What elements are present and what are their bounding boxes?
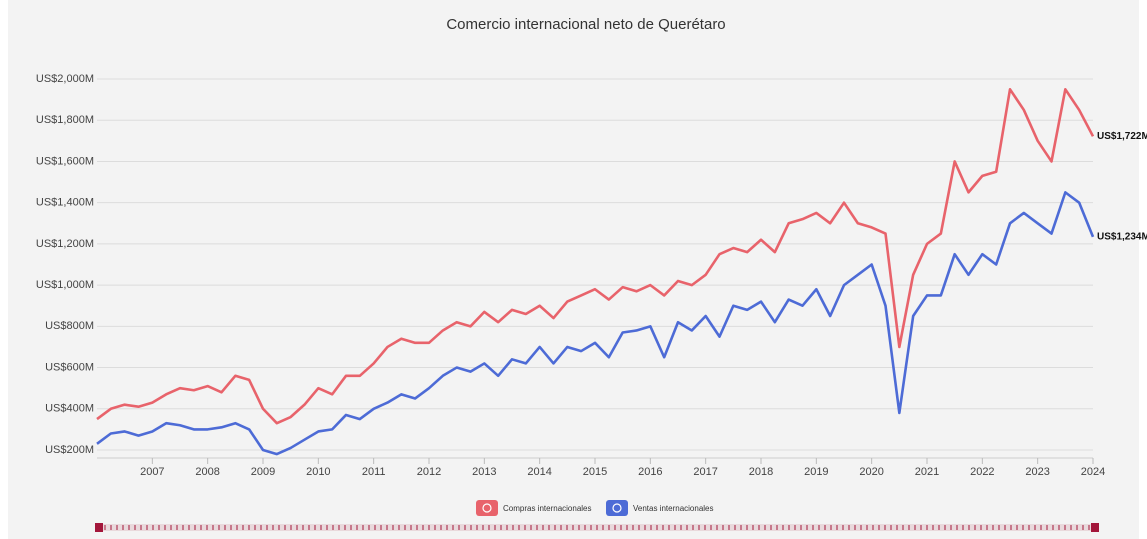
chart-title: Comercio internacional neto de Querétaro — [446, 16, 725, 33]
y-tick-label: US$1,200M — [36, 238, 94, 250]
x-tick-label: 2008 — [195, 466, 219, 478]
x-tick-label: 2018 — [749, 466, 773, 478]
y-tick-label: US$600M — [45, 361, 94, 373]
x-tick-label: 2010 — [306, 466, 330, 478]
scroll-handle-left[interactable] — [95, 523, 103, 532]
legend-label: Compras internacionales — [503, 504, 592, 513]
x-tick-label: 2007 — [140, 466, 164, 478]
legend-icon — [482, 503, 492, 513]
x-tick-label: 2022 — [970, 466, 994, 478]
y-tick-label: US$1,400M — [36, 197, 94, 209]
end-label: US$1,722M — [1097, 131, 1147, 142]
x-tick-label: 2014 — [527, 466, 551, 478]
y-tick-label: US$1,800M — [36, 114, 94, 126]
series-line — [96, 191, 1095, 456]
x-tick-label: 2021 — [915, 466, 939, 478]
y-tick-label: US$1,600M — [36, 155, 94, 167]
x-tick-label: 2015 — [583, 466, 607, 478]
x-tick-label: 2023 — [1025, 466, 1049, 478]
series-line — [96, 88, 1095, 425]
y-tick-label: US$400M — [45, 403, 94, 415]
x-tick-label: 2011 — [362, 466, 386, 478]
y-tick-label: US$2,000M — [36, 73, 94, 85]
legend-icon — [612, 503, 622, 513]
legend-swatch — [606, 500, 628, 516]
end-label: US$1,234M — [1097, 232, 1147, 243]
y-tick-label: US$800M — [45, 320, 94, 332]
x-tick-label: 2009 — [251, 466, 275, 478]
scroll-handle-right[interactable] — [1091, 523, 1099, 532]
x-tick-label: 2024 — [1081, 466, 1105, 478]
x-tick-label: 2016 — [638, 466, 662, 478]
y-tick-label: US$1,000M — [36, 279, 94, 291]
x-tick-label: 2017 — [693, 466, 717, 478]
y-tick-label: US$200M — [45, 444, 94, 456]
legend-swatch — [476, 500, 498, 516]
x-tick-label: 2012 — [417, 466, 441, 478]
x-tick-label: 2013 — [472, 466, 496, 478]
x-tick-label: 2019 — [804, 466, 828, 478]
legend-label: Ventas internacionales — [633, 504, 714, 513]
x-tick-label: 2020 — [859, 466, 883, 478]
